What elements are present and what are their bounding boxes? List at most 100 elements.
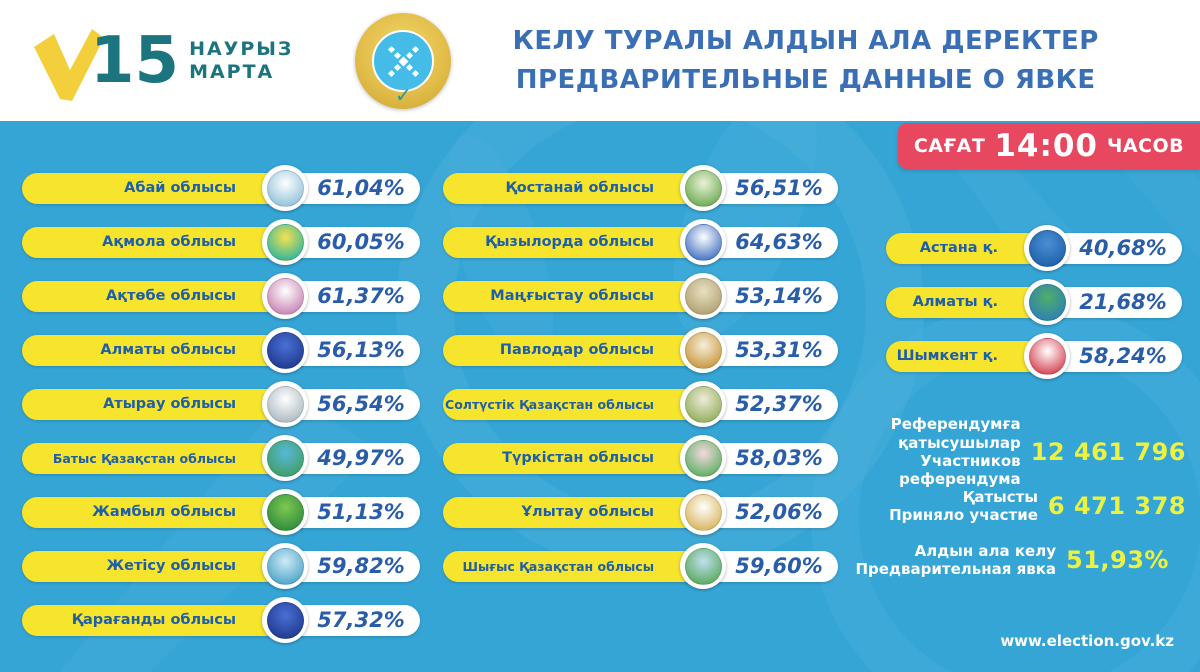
turnout-row: Шығыс Қазақстан облысы 59,60%	[443, 543, 838, 589]
region-emblem-art	[266, 439, 304, 477]
march-15-logo: 15 НАУРЫЗ МАРТА	[30, 19, 293, 103]
region-emblem-art	[266, 601, 304, 639]
turnout-row: Павлодар облысы 53,31%	[443, 327, 838, 373]
turnout-percent: 56,13%	[317, 338, 405, 362]
region-name-pill: Ұлытау облысы	[443, 496, 706, 528]
region-name-pill: Солтүстік Қазақстан облысы	[443, 388, 706, 420]
stat-value: 12 461 796	[1030, 438, 1186, 466]
turnout-row: Ақмола облысы 60,05%	[22, 219, 420, 265]
region-name: Жетісу облысы	[106, 558, 236, 574]
region-name-pill: Қостанай облысы	[443, 172, 706, 204]
column-regions-left: Абай облысы 61,04% Ақмола облысы 60,05% Ақтө…	[22, 165, 420, 651]
region-name-pill: Шымкент қ.	[886, 340, 1050, 372]
region-emblem-art	[684, 493, 722, 531]
turnout-row: Жетісу облысы 59,82%	[22, 543, 420, 589]
region-name: Қызылорда облысы	[485, 234, 654, 250]
logo-word-kk: НАУРЫЗ	[189, 37, 294, 60]
region-name-pill: Павлодар облысы	[443, 334, 706, 366]
turnout-percent: 58,24%	[1079, 344, 1167, 368]
region-emblem-art	[266, 223, 304, 261]
region-name: Шымкент қ.	[896, 348, 998, 364]
region-name-pill: Алматы облысы	[22, 334, 288, 366]
region-emblem-icon	[262, 435, 308, 481]
header-bar: 15 НАУРЫЗ МАРТА	[0, 0, 1200, 121]
region-emblem-icon	[1024, 225, 1070, 271]
turnout-row: Ұлытау облысы 52,06%	[443, 489, 838, 535]
turnout-percent: 59,60%	[735, 554, 823, 578]
turnout-percent: 53,14%	[735, 284, 823, 308]
logo-number: 15	[90, 23, 180, 98]
region-name-pill: Шығыс Қазақстан облысы	[443, 550, 706, 582]
region-emblem-icon	[262, 273, 308, 319]
turnout-row: Ақтөбе облысы 61,37%	[22, 273, 420, 319]
turnout-percent: 49,97%	[317, 446, 405, 470]
stat-label-kk: Референдумға қатысушылар	[890, 415, 1021, 452]
region-emblem-icon	[680, 543, 726, 589]
region-emblem-art	[684, 385, 722, 423]
region-name: Павлодар облысы	[499, 342, 654, 358]
region-emblem-icon	[680, 381, 726, 427]
region-name: Жамбыл облысы	[92, 504, 236, 520]
region-name-pill: Маңғыстау облысы	[443, 280, 706, 312]
region-name: Ұлытау облысы	[521, 504, 654, 520]
website-url: www.election.gov.kz	[1000, 632, 1174, 650]
region-name-pill: Қызылорда облысы	[443, 226, 706, 258]
region-name-pill: Жетісу облысы	[22, 550, 288, 582]
region-emblem-art	[684, 547, 722, 585]
region-name-pill: Астана қ.	[886, 232, 1050, 264]
region-name-pill: Абай облысы	[22, 172, 288, 204]
region-name: Алматы қ.	[912, 294, 998, 310]
region-emblem-icon	[262, 165, 308, 211]
region-name: Атырау облысы	[103, 396, 236, 412]
region-emblem-icon	[680, 489, 726, 535]
turnout-row: Жамбыл облысы 51,13%	[22, 489, 420, 535]
stat-label-ru: Приняло участие	[889, 506, 1038, 524]
turnout-row: Солтүстік Қазақстан облысы 52,37%	[443, 381, 838, 427]
region-name-pill: Түркістан облысы	[443, 442, 706, 474]
turnout-percent: 57,32%	[317, 608, 405, 632]
time-prefix: САҒАТ	[913, 135, 986, 157]
region-emblem-art	[266, 331, 304, 369]
turnout-percent: 40,68%	[1079, 236, 1167, 260]
title-russian: ПРЕДВАРИТЕЛЬНЫЕ ДАННЫЕ О ЯВКЕ	[515, 64, 1096, 95]
region-emblem-icon	[680, 219, 726, 265]
turnout-row: Қарағанды облысы 57,32%	[22, 597, 420, 643]
region-emblem-icon	[262, 381, 308, 427]
region-name: Абай облысы	[124, 180, 236, 196]
region-emblem-art	[684, 169, 722, 207]
stat-label: Алдын ала келу Предварительная явка	[838, 542, 1056, 579]
region-name: Қарағанды облысы	[71, 612, 236, 628]
stat-participants: Референдумға қатысушылар Участников рефе…	[838, 415, 1186, 488]
region-emblem-art	[1028, 283, 1066, 321]
stat-label-kk: Алдын ала келу	[914, 541, 1056, 560]
turnout-row: Қызылорда облысы 64,63%	[443, 219, 838, 265]
logo-word-ru: МАРТА	[189, 60, 275, 83]
turnout-percent: 61,04%	[317, 176, 405, 200]
stat-label-ru: Предварительная явка	[855, 560, 1056, 578]
turnout-percent: 56,54%	[317, 392, 405, 416]
region-emblem-icon	[680, 165, 726, 211]
region-emblem-icon	[680, 435, 726, 481]
page-title: КЕЛУ ТУРАЛЫ АЛДЫН АЛА ДЕРЕКТЕР ПРЕДВАРИТ…	[451, 22, 1170, 100]
stat-value: 51,93%	[1066, 546, 1169, 574]
totals-block: Референдумға қатысушылар Участников рефе…	[838, 415, 1186, 580]
title-kazakh: КЕЛУ ТУРАЛЫ АЛДЫН АЛА ДЕРЕКТЕР	[512, 25, 1099, 56]
turnout-row: Астана қ. 40,68%	[886, 225, 1182, 271]
stat-label-kk: Қатысты	[962, 487, 1038, 506]
region-name: Ақмола облысы	[102, 234, 236, 250]
stat-preliminary-turnout: Алдын ала келу Предварительная явка 51,9…	[838, 540, 1186, 580]
region-emblem-art	[1028, 229, 1066, 267]
region-emblem-art	[266, 169, 304, 207]
region-emblem-icon	[680, 273, 726, 319]
region-emblem-art	[266, 385, 304, 423]
region-name-pill: Ақмола облысы	[22, 226, 288, 258]
region-name: Ақтөбе облысы	[106, 288, 236, 304]
region-emblem-icon	[262, 219, 308, 265]
turnout-row: Батыс Қазақстан облысы 49,97%	[22, 435, 420, 481]
region-emblem-icon	[1024, 333, 1070, 379]
region-name-pill: Батыс Қазақстан облысы	[22, 442, 288, 474]
time-value: 14:00	[994, 128, 1098, 164]
turnout-row: Алматы облысы 56,13%	[22, 327, 420, 373]
stat-label-ru: Участников референдума	[899, 452, 1021, 489]
region-emblem-icon	[262, 327, 308, 373]
